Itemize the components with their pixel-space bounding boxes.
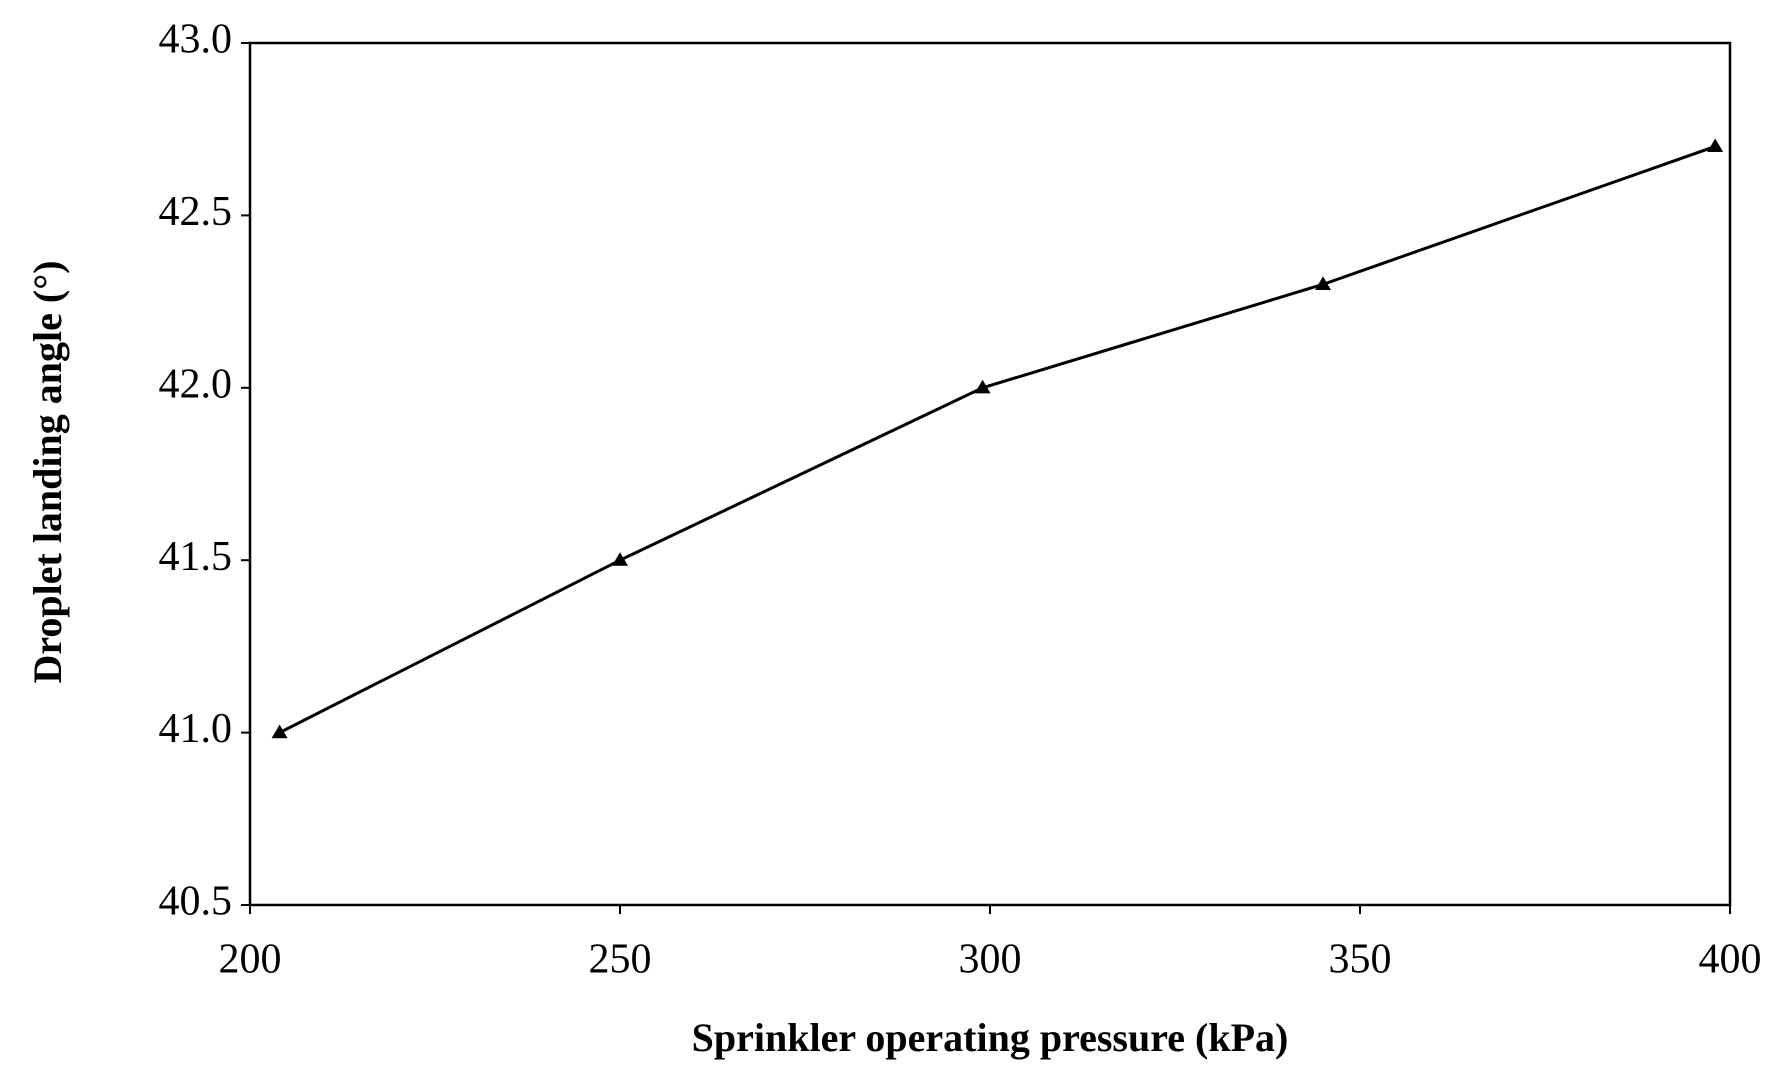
series-line — [278, 145, 1716, 734]
x-tick-label: 350 — [1329, 937, 1392, 983]
x-tick-label: 200 — [219, 937, 282, 983]
marker — [1707, 138, 1724, 153]
y-tick-label: 42.5 — [159, 189, 233, 235]
plot-frame — [248, 41, 1732, 907]
x-axis-title: Sprinkler operating pressure (kPa) — [692, 1015, 1289, 1060]
y-tick-label: 40.5 — [159, 879, 233, 925]
y-tick-label: 41.5 — [159, 534, 233, 580]
x-tick-label: 300 — [959, 937, 1022, 983]
marker — [612, 552, 628, 566]
x-tick-label: 250 — [589, 937, 652, 983]
y-axis-title: Droplet landing angle (°) — [25, 260, 70, 683]
y-tick-label: 41.0 — [159, 706, 233, 752]
x-tick-label: 400 — [1699, 937, 1762, 983]
marker — [974, 379, 991, 394]
marker — [1315, 276, 1331, 290]
y-tick-label: 43.0 — [159, 17, 233, 63]
marker — [271, 724, 288, 739]
y-tick-label: 42.0 — [159, 361, 233, 407]
